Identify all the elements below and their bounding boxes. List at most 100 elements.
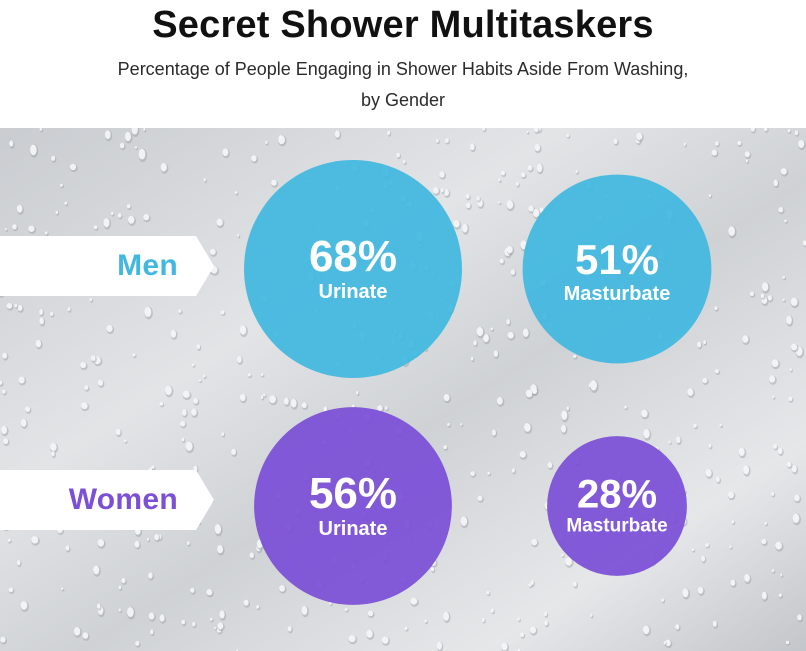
droplet [778, 593, 782, 597]
row-label-women-text: Women [68, 483, 178, 516]
droplet [160, 163, 167, 172]
droplet [124, 131, 131, 142]
droplet [789, 368, 792, 372]
droplet [691, 548, 695, 552]
droplet [203, 178, 206, 182]
droplet [93, 356, 101, 365]
droplet [2, 352, 8, 359]
droplet [517, 617, 520, 621]
droplet [424, 619, 427, 623]
droplet [797, 614, 802, 621]
droplet [20, 601, 28, 610]
droplet [743, 465, 750, 475]
droplet [802, 240, 806, 246]
droplet [440, 188, 444, 193]
droplet [118, 213, 122, 218]
droplet [506, 246, 513, 254]
droplet [73, 627, 81, 636]
droplet [499, 258, 504, 264]
droplet [716, 476, 720, 483]
droplet [492, 429, 496, 436]
droplet [771, 492, 775, 496]
droplet [118, 585, 122, 590]
droplet [190, 587, 195, 593]
droplet [148, 572, 153, 579]
droplet [231, 448, 236, 456]
droplet [537, 128, 541, 132]
women-urinate-value: 56% [308, 469, 398, 518]
droplet [561, 424, 567, 433]
droplet [682, 588, 689, 598]
droplet [180, 421, 186, 427]
droplet [217, 545, 224, 554]
droplet [795, 346, 803, 356]
droplet [366, 629, 373, 638]
men-masturbate-habit: Masturbate [563, 283, 671, 305]
droplet [714, 306, 718, 310]
droplet [533, 208, 540, 218]
droplet [165, 385, 172, 395]
droplet [708, 443, 712, 448]
droplet [61, 587, 64, 591]
droplet [661, 598, 664, 602]
droplet [14, 304, 18, 308]
droplet [788, 396, 793, 402]
subtitle-line-1: Percentage of People Engaging in Shower … [117, 59, 689, 79]
droplet [771, 359, 779, 368]
droplet [128, 215, 135, 224]
droplet [269, 395, 276, 404]
men-masturbate-value: 51% [574, 236, 660, 283]
women-masturbate-bubble [547, 436, 687, 576]
droplet [151, 465, 155, 470]
droplet [525, 389, 533, 398]
droplet [772, 395, 775, 399]
droplet [181, 437, 185, 442]
droplet [64, 201, 68, 205]
droplet [498, 201, 501, 204]
droplet [782, 275, 785, 279]
droplet [742, 335, 749, 343]
droplet [115, 428, 121, 436]
droplet [154, 533, 159, 541]
droplet [744, 574, 750, 582]
droplet [8, 587, 14, 593]
droplet [443, 394, 450, 402]
droplet [97, 379, 104, 386]
droplet [745, 159, 749, 163]
droplet [785, 640, 790, 645]
droplet [642, 625, 650, 635]
droplet [387, 130, 391, 135]
droplet [191, 408, 197, 416]
droplet [782, 298, 785, 302]
droplet [344, 607, 348, 612]
droplet [213, 627, 216, 630]
droplet [769, 375, 776, 383]
droplet [786, 461, 792, 467]
droplet [50, 442, 57, 451]
droplet [209, 248, 216, 255]
droplet [460, 423, 463, 426]
droplet [90, 355, 96, 361]
droplet [794, 494, 800, 502]
droplet [787, 129, 791, 133]
droplet [182, 390, 190, 398]
droplet [749, 291, 754, 296]
droplet [496, 397, 503, 405]
droplet [487, 471, 490, 475]
droplet [44, 231, 48, 235]
droplet [775, 541, 782, 550]
droplet [18, 376, 25, 384]
droplet [385, 406, 388, 410]
droplet [80, 362, 87, 369]
droplet [186, 541, 190, 546]
droplet [566, 134, 570, 138]
droplet [206, 589, 213, 596]
droplet [159, 402, 164, 406]
droplet [209, 617, 213, 621]
droplet [701, 555, 706, 562]
droplet [798, 139, 805, 148]
droplet [193, 398, 199, 404]
droplet [482, 618, 485, 622]
droplet [3, 438, 9, 445]
droplet [135, 641, 140, 646]
